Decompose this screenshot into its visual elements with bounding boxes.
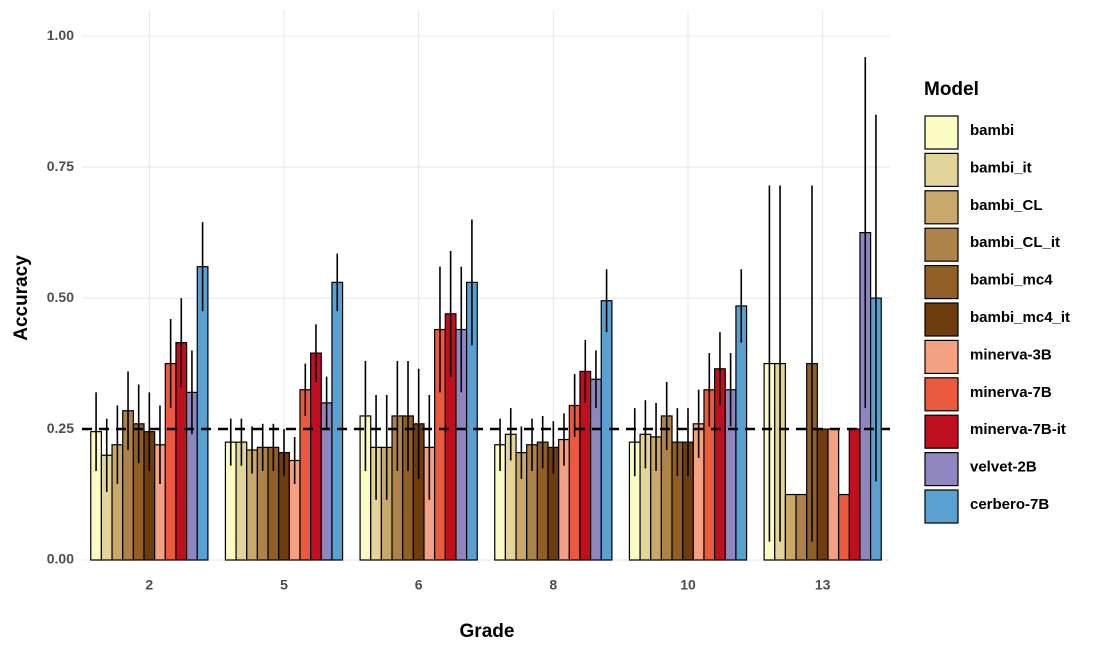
legend-label: bambi_mc4_it [970,309,1070,326]
x-axis-label: Grade [460,621,515,642]
y-tick-label: 0.75 [47,158,74,174]
legend-label: minerva-7B-it [970,421,1066,438]
x-tick-label: 8 [549,577,557,593]
legend-label: velvet-2B [970,459,1037,476]
bar [795,493,808,561]
legend-key [924,302,959,337]
legend-key [924,227,959,262]
legend-label: minerva-7B [970,384,1052,401]
bar [784,493,797,561]
legend-key [924,452,959,487]
legend-key [924,152,959,187]
x-tick-label: 13 [815,577,831,593]
legend-key [924,489,959,524]
legend-label: cerbero-7B [970,496,1049,513]
y-tick-label: 0.25 [47,420,74,436]
bar [735,305,748,561]
legend-key [924,265,959,300]
y-tick-label: 0.50 [47,289,74,305]
x-tick-label: 5 [280,577,288,593]
legend-label: bambi_it [970,159,1032,176]
bar [838,493,850,561]
legend-label: bambi_mc4 [970,272,1053,289]
bar [310,352,322,561]
legend-label: minerva-3B [970,346,1052,363]
legend-label: bambi_CL_it [970,234,1060,251]
legend-key [924,339,959,374]
x-tick-label: 10 [680,577,696,593]
y-tick-label: 0.00 [47,551,74,567]
y-axis-label: Accuracy [11,255,32,341]
legend-label: bambi [970,122,1014,139]
bar [816,428,829,561]
legend-title: Model [924,79,979,100]
legend-key [924,377,959,412]
bar [848,428,861,561]
legend-key [924,190,959,225]
legend-key [924,115,959,150]
y-tick-label: 1.00 [47,27,74,43]
bar [331,281,344,561]
legend-label: bambi_CL [970,197,1043,214]
legend-key [924,414,959,449]
x-tick-label: 2 [145,577,153,593]
bar [600,300,613,561]
bar [827,428,840,561]
x-tick-label: 6 [415,577,423,593]
